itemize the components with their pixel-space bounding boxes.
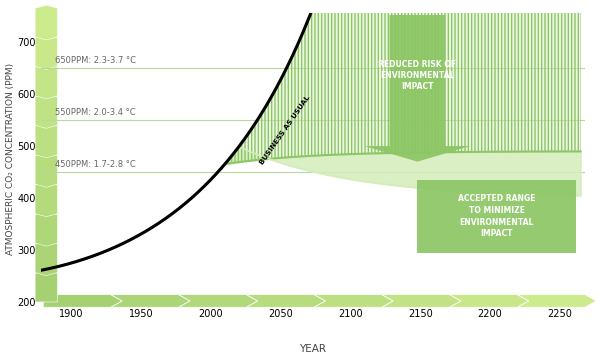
- Polygon shape: [43, 295, 122, 307]
- Polygon shape: [382, 295, 461, 307]
- Text: ACCEPTED RANGE
TO MINIMIZE
ENVIRONMENTAL
IMPACT: ACCEPTED RANGE TO MINIMIZE ENVIRONMENTAL…: [458, 194, 536, 238]
- Y-axis label: ATMOSPHERIC CO₂ CONCENTRATION (PPM): ATMOSPHERIC CO₂ CONCENTRATION (PPM): [5, 63, 14, 255]
- Polygon shape: [364, 15, 470, 162]
- Text: 450PPM: 1.7-2.8 °C: 450PPM: 1.7-2.8 °C: [55, 160, 136, 169]
- Polygon shape: [35, 64, 58, 99]
- Text: 650PPM: 2.3-3.7 °C: 650PPM: 2.3-3.7 °C: [55, 56, 136, 65]
- Polygon shape: [35, 211, 58, 246]
- Polygon shape: [35, 152, 58, 187]
- Polygon shape: [518, 295, 596, 307]
- Polygon shape: [35, 5, 58, 40]
- X-axis label: YEAR: YEAR: [299, 345, 326, 355]
- Polygon shape: [35, 270, 58, 302]
- Text: REDUCED RISK OF
ENVIRONMENTAL
IMPACT: REDUCED RISK OF ENVIRONMENTAL IMPACT: [379, 60, 457, 91]
- Polygon shape: [179, 295, 257, 307]
- Polygon shape: [35, 123, 58, 158]
- Polygon shape: [111, 295, 190, 307]
- Polygon shape: [35, 182, 58, 217]
- Polygon shape: [35, 35, 58, 69]
- Text: BUSINESS AS USUAL: BUSINESS AS USUAL: [259, 95, 311, 166]
- FancyBboxPatch shape: [418, 180, 577, 253]
- Polygon shape: [35, 241, 58, 276]
- Polygon shape: [314, 295, 393, 307]
- Text: 550PPM: 2.0-3.4 °C: 550PPM: 2.0-3.4 °C: [55, 108, 135, 117]
- Polygon shape: [35, 94, 58, 129]
- Polygon shape: [247, 295, 325, 307]
- Polygon shape: [450, 295, 529, 307]
